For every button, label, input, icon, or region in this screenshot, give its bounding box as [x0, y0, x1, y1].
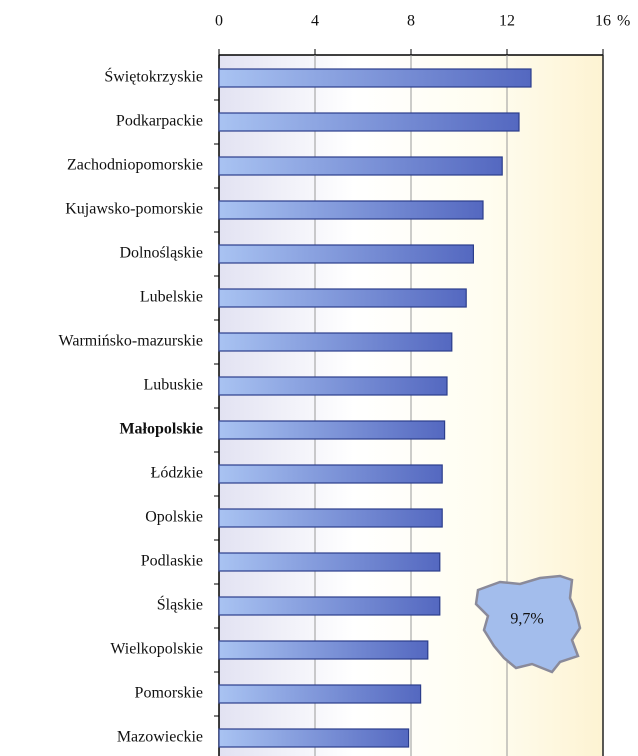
y-tick-label: Dolnośląskie [119, 245, 203, 262]
y-tick-label: Śląskie [157, 595, 203, 614]
bar [218, 112, 520, 132]
y-tick-label: Małopolskie [119, 421, 203, 438]
y-tick-label: Podkarpackie [116, 113, 203, 130]
x-tick-label: 8 [407, 13, 415, 30]
annotation: 9,7% [510, 611, 543, 628]
y-tick-label: Opolskie [145, 509, 203, 526]
y-tick-label: Lubelskie [140, 289, 203, 306]
y-tick-label: Mazowieckie [117, 729, 203, 746]
bar [218, 376, 448, 396]
bar [218, 640, 429, 660]
bar [218, 200, 484, 220]
bar [218, 684, 422, 704]
y-tick-label: Lubuskie [143, 377, 203, 394]
bar [218, 508, 443, 528]
x-tick-label: 0 [215, 13, 223, 30]
bar [218, 464, 443, 484]
y-tick-label: Pomorskie [135, 685, 203, 702]
bar [218, 420, 446, 440]
bar [218, 156, 503, 176]
bar [218, 728, 410, 748]
x-tick-label: 12 [499, 13, 515, 30]
bar [218, 288, 467, 308]
y-tick-label: Łódzkie [151, 465, 203, 482]
bar [218, 596, 441, 616]
x-unit: % [617, 13, 630, 30]
poland-map [474, 574, 582, 674]
bar [218, 332, 453, 352]
y-tick-label: Świętokrzyskie [104, 67, 203, 86]
bar [218, 244, 474, 264]
bar [218, 68, 532, 88]
x-tick-label: 16 [595, 13, 611, 30]
y-tick-label: Wielkopolskie [110, 641, 203, 658]
y-tick-label: Podlaskie [141, 553, 203, 570]
y-tick-label: Zachodniopomorskie [67, 157, 203, 174]
y-tick-label: Warmińsko-mazurskie [59, 333, 203, 350]
y-tick-label: Kujawsko-pomorskie [65, 201, 203, 218]
x-tick-label: 4 [311, 13, 319, 30]
bar [218, 552, 441, 572]
